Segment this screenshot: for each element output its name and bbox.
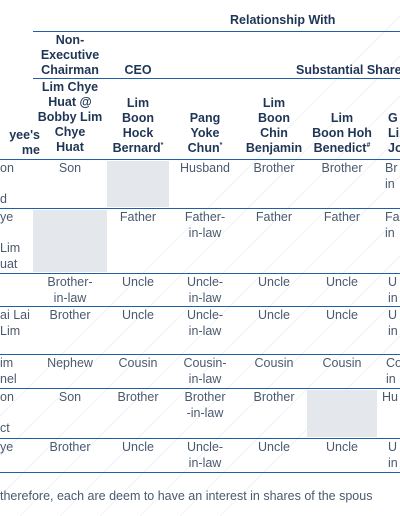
header-rule xyxy=(33,31,400,32)
header-bottom-rule xyxy=(0,159,400,160)
substantial-shareholders-heading: Substantial Share xyxy=(296,63,400,77)
relationship-cell: Cousin xyxy=(254,356,294,370)
relationship-cell: Uncle xyxy=(326,275,358,289)
relationship-cell: Brother- in-law xyxy=(47,275,93,305)
relationship-cell: U in xyxy=(388,440,398,470)
header-rule xyxy=(169,78,400,79)
footnote-text: therefore, each are deem to have an inte… xyxy=(0,489,373,503)
relationship-cell: Br in xyxy=(385,161,398,191)
relationship-cell: Uncle- in-law xyxy=(186,275,224,305)
relationship-cell: Uncle xyxy=(258,275,290,289)
employee-name: ye Lim uat xyxy=(0,210,21,271)
employee-name: im nel xyxy=(0,356,17,386)
column-heading: Lim Boon Hock Bernard* xyxy=(112,96,164,155)
relationship-cell: U in xyxy=(388,275,398,305)
relationship-cell: Cousin xyxy=(322,356,362,370)
employee-name: on ct xyxy=(0,390,14,435)
relationship-cell: Brother xyxy=(253,390,295,404)
column-heading: Lim Boon Chin Benjamin xyxy=(245,96,303,155)
relationship-cell: Brother xyxy=(49,440,91,454)
row-rule xyxy=(0,273,400,274)
relationship-cell: Uncle xyxy=(326,308,358,322)
row-rule xyxy=(0,208,400,209)
column-heading: G Li Joa xyxy=(388,111,400,155)
relationship-cell: Father xyxy=(119,210,157,224)
row-rule xyxy=(0,306,400,307)
row-rule xyxy=(0,388,400,389)
relationship-cell: Hu xyxy=(382,390,398,404)
relationship-cell: Cousin xyxy=(118,356,158,370)
row-rule xyxy=(0,354,400,355)
relationship-cell: Brother xyxy=(117,390,159,404)
relationship-with-heading: Relationship With xyxy=(230,13,336,27)
relationship-cell: Co in xyxy=(386,356,400,386)
relationship-cell: Uncle xyxy=(258,440,290,454)
row-rule xyxy=(0,438,400,439)
relationship-cell: Brother xyxy=(253,161,295,175)
self-relation-cell xyxy=(107,161,169,207)
employee-name: on d xyxy=(0,161,14,206)
column-heading: Lim Chye Huat @ Bobby Lim Chye Huat xyxy=(37,80,103,154)
employee-name: ai Lai Lim xyxy=(0,308,30,338)
relationship-cell: Uncle- in-law xyxy=(186,308,224,338)
ceo-heading: CEO xyxy=(124,63,152,77)
relationship-cell: Nephew xyxy=(47,356,93,370)
relationship-cell: Brother -in-law xyxy=(184,390,226,420)
relationship-cell: Fa in xyxy=(385,210,400,240)
relationship-cell: Son xyxy=(58,161,82,175)
relationship-cell: Husband xyxy=(179,161,231,175)
relationship-cell: Father xyxy=(323,210,361,224)
relationship-cell: Father xyxy=(255,210,293,224)
non-executive-chairman-heading: Non- Executive Chairman xyxy=(40,33,100,77)
relationship-cell: U in xyxy=(388,308,398,338)
relationship-cell: Brother xyxy=(49,308,91,322)
relationship-cell: Cousin- in-law xyxy=(183,356,227,386)
employee-name-heading: yee's me xyxy=(9,128,40,157)
column-heading: Lim Boon Hoh Benedict# xyxy=(312,111,372,155)
employee-name: ye xyxy=(0,440,14,454)
table-bottom-rule xyxy=(0,472,400,473)
relationship-cell: Uncle xyxy=(122,308,154,322)
relationship-cell: Uncle- in-law xyxy=(186,440,224,470)
header-rule xyxy=(107,78,169,79)
header-rule xyxy=(33,78,107,79)
relationship-cell: Uncle xyxy=(258,308,290,322)
self-relation-cell xyxy=(33,210,107,272)
self-relation-cell xyxy=(307,390,377,437)
relationship-cell: Uncle xyxy=(122,440,154,454)
relationship-cell: Uncle xyxy=(326,440,358,454)
relationship-cell: Uncle xyxy=(122,275,154,289)
relationship-cell: Father- in-law xyxy=(184,210,226,240)
column-heading: Pang Yoke Chun* xyxy=(187,111,223,155)
relationship-cell: Brother xyxy=(321,161,363,175)
relationship-cell: Son xyxy=(58,390,82,404)
